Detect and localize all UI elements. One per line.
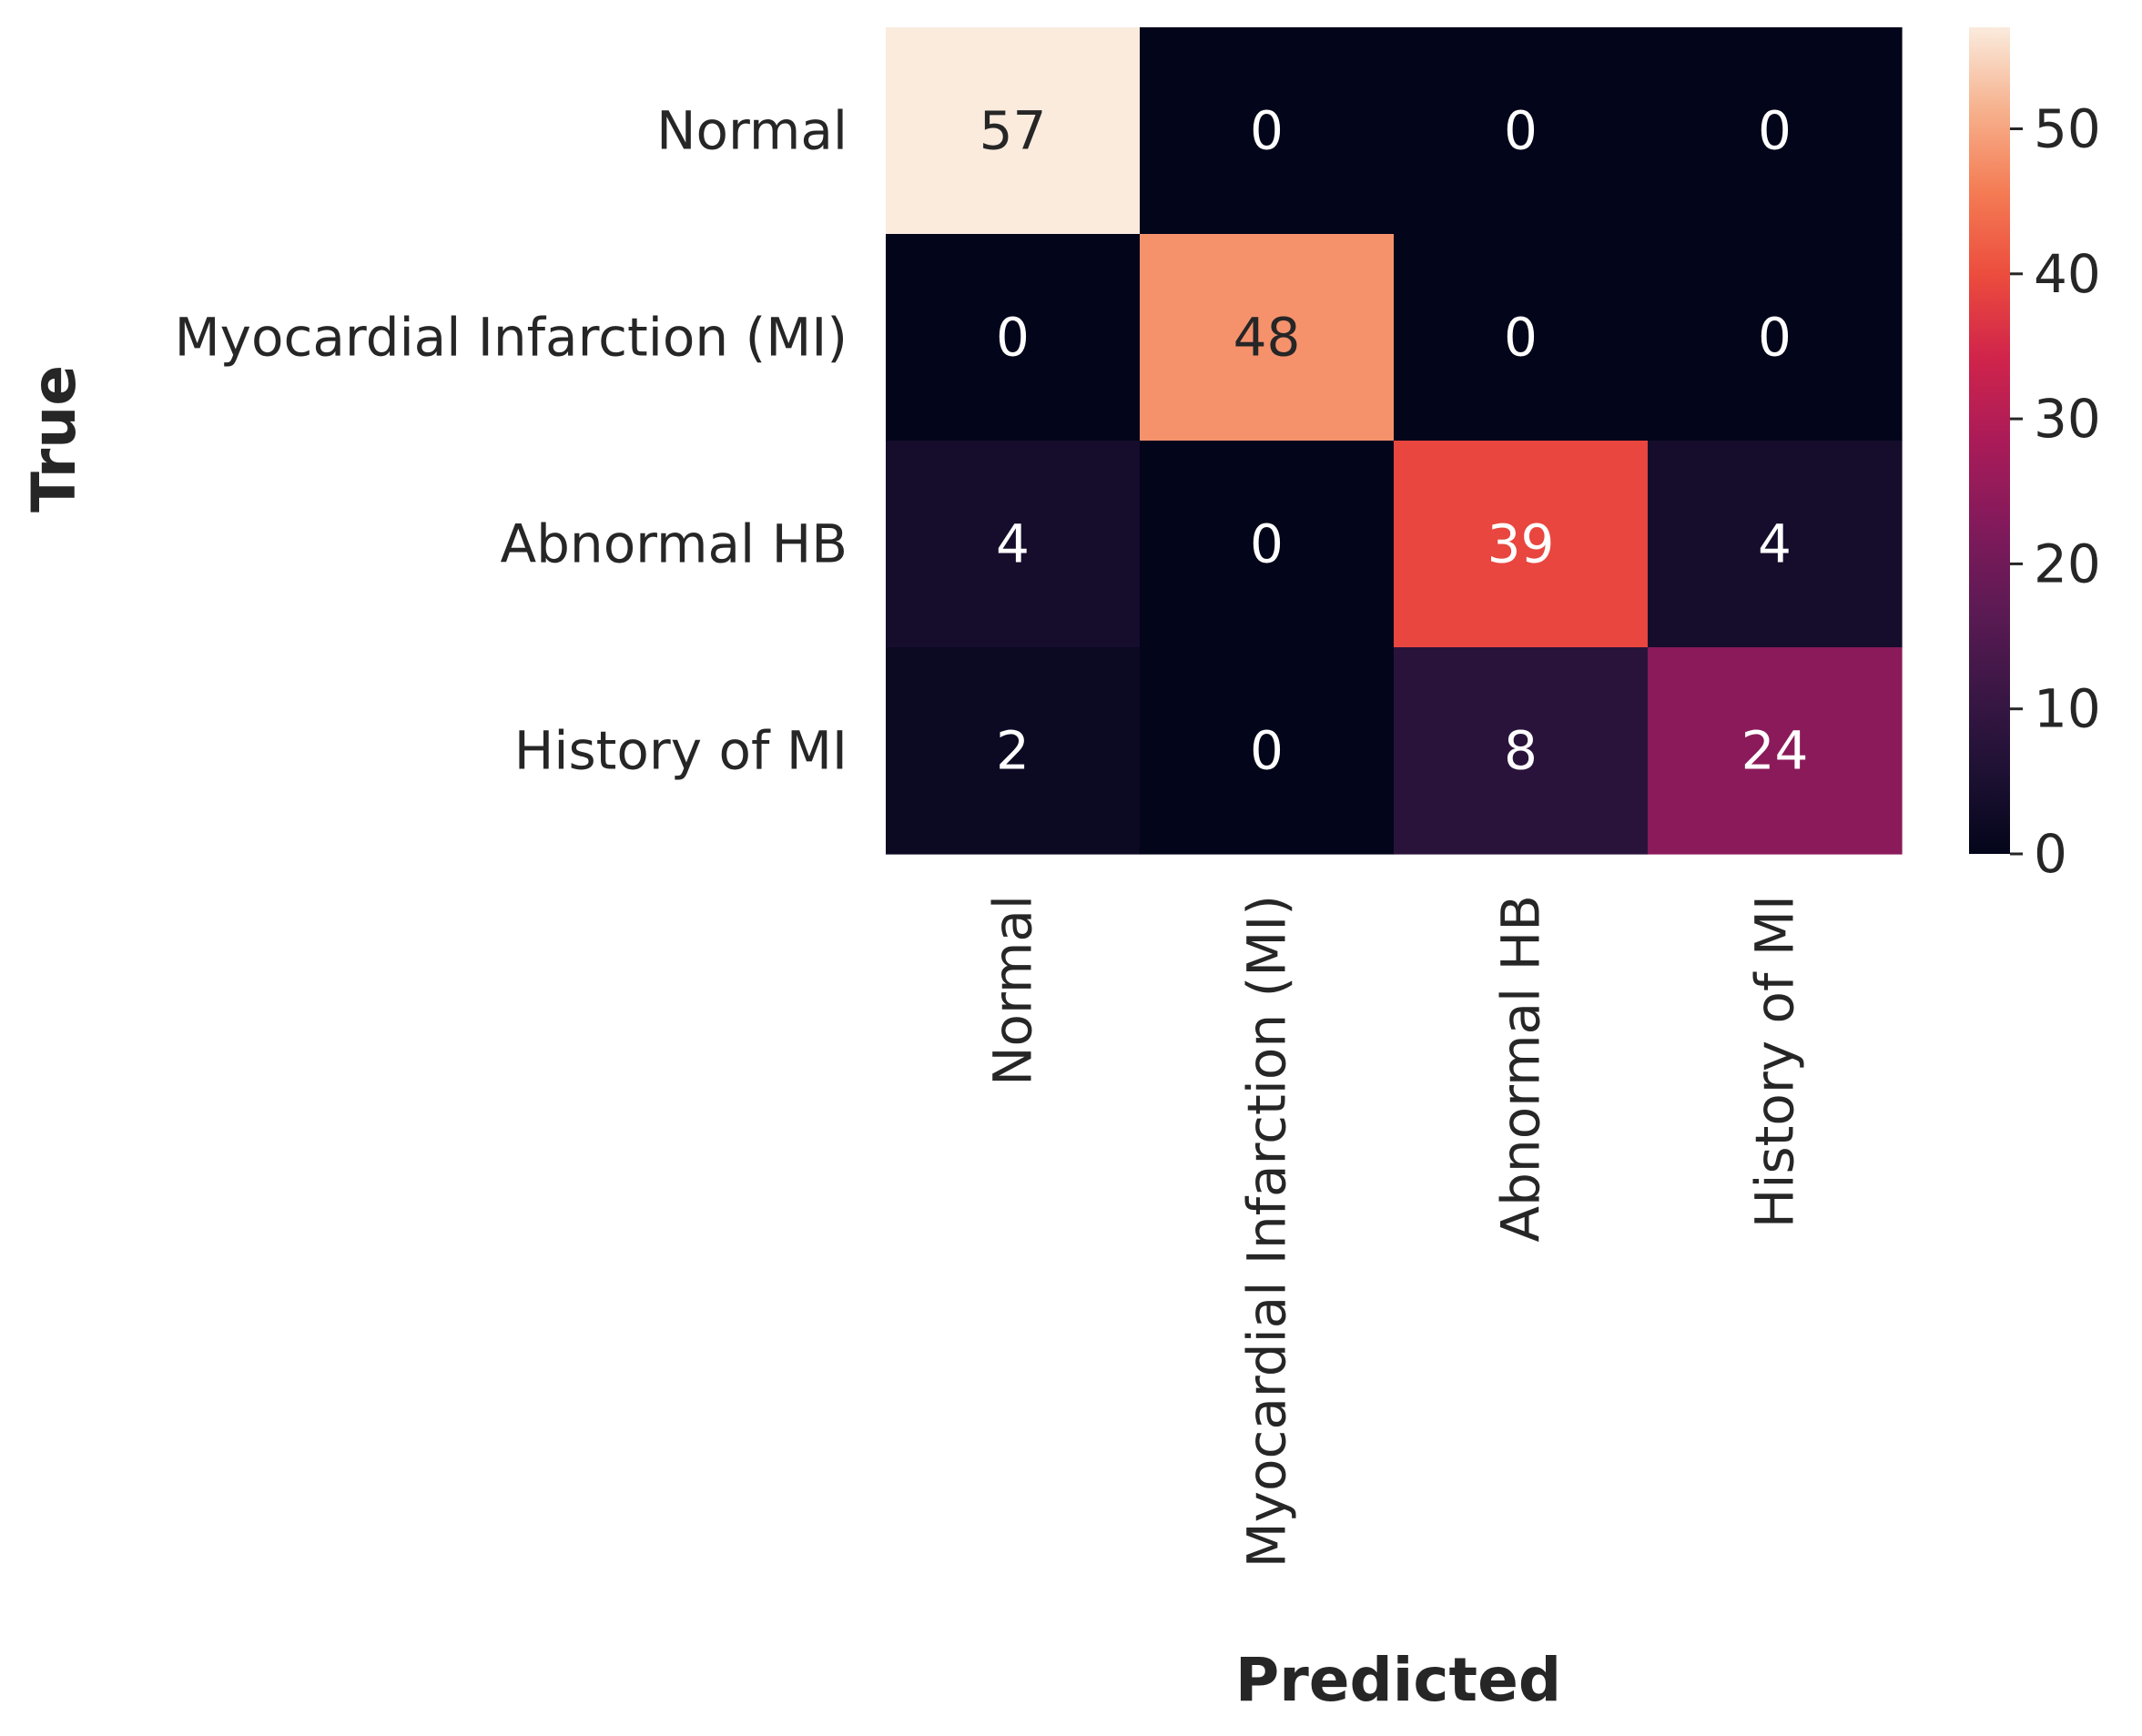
heatmap-cell-r2-c3 (1648, 441, 1903, 648)
cell-value-r2-c0: 4 (996, 513, 1030, 575)
y-tick-myocardial-infarction-mi: Myocardial Infarction (MI) (175, 307, 848, 369)
cell-value-r2-c2: 39 (1487, 513, 1555, 575)
colorbar-gradient (1969, 27, 2010, 854)
colorbar-tick-label-30: 30 (2034, 388, 2101, 450)
y-tick-history-of-mi: History of MI (514, 720, 848, 782)
cell-value-r1-c1: 48 (1233, 307, 1301, 369)
heatmap-cell-r0-c1 (1140, 27, 1395, 235)
heatmap-cell-r0-c0 (886, 27, 1141, 235)
heatmap-cell-r1-c3 (1648, 234, 1903, 442)
x-tick-myocardial-infarction-mi: Myocardial Infarction (MI) (1236, 895, 1298, 1568)
x-tick-normal: Normal (982, 895, 1044, 1086)
heatmap-cell-r2-c0 (886, 441, 1141, 648)
x-axis-label: Predicted (1235, 1645, 1561, 1715)
heatmap-cell-r0-c3 (1648, 27, 1903, 235)
heatmap-cell-r0-c2 (1394, 27, 1649, 235)
cell-value-r3-c0: 2 (996, 720, 1030, 782)
heatmap-cell-r1-c2 (1394, 234, 1649, 442)
cell-value-r1-c2: 0 (1504, 307, 1538, 369)
colorbar-tick-label-40: 40 (2034, 243, 2101, 305)
heatmap-cells (886, 27, 1903, 855)
cell-value-r0-c2: 0 (1504, 100, 1538, 162)
cell-value-r2-c1: 0 (1250, 513, 1284, 575)
heatmap-cell-r2-c1 (1140, 441, 1395, 648)
colorbar-ticks: 0 10 20 30 40 50 (2010, 98, 2101, 885)
y-axis-label: True (19, 365, 89, 513)
heatmap-cell-r1-c1 (1140, 234, 1395, 442)
cell-value-r3-c3: 24 (1741, 720, 1809, 782)
x-tick-abnormal-hb: Abnormal HB (1490, 895, 1552, 1243)
cell-value-r0-c1: 0 (1250, 100, 1284, 162)
cell-value-r1-c0: 0 (996, 307, 1030, 369)
colorbar-tick-label-20: 20 (2034, 533, 2101, 594)
cell-value-r3-c2: 8 (1504, 720, 1538, 782)
x-tick-history-of-mi: History of MI (1744, 895, 1806, 1228)
y-tick-abnormal-hb: Abnormal HB (500, 513, 848, 575)
cell-value-r3-c1: 0 (1250, 720, 1284, 782)
cell-value-r2-c3: 4 (1758, 513, 1792, 575)
colorbar-tick-label-50: 50 (2034, 98, 2101, 160)
heatmap-cell-r2-c2 (1394, 441, 1649, 648)
colorbar-tick-label-10: 10 (2034, 678, 2101, 740)
x-tick-labels: Normal Myocardial Infarction (MI) Abnormal… (982, 895, 1806, 1568)
heatmap-cell-r3-c0 (886, 647, 1141, 855)
cell-value-r1-c3: 0 (1758, 307, 1792, 369)
heatmap-cell-r3-c3 (1648, 647, 1903, 855)
heatmap-cell-r1-c0 (886, 234, 1141, 442)
cell-value-r0-c3: 0 (1758, 100, 1792, 162)
cell-value-r0-c0: 57 (980, 100, 1047, 162)
heatmap-cell-r3-c2 (1394, 647, 1649, 855)
y-tick-labels: Normal Myocardial Infarction (MI) Abnormal… (175, 100, 848, 782)
colorbar (1969, 27, 2010, 854)
colorbar-tick-label-0: 0 (2034, 823, 2067, 885)
cell-annotations: 57 0 0 0 0 48 0 0 4 0 39 4 2 0 8 24 (980, 100, 1809, 782)
y-tick-normal: Normal (656, 100, 848, 162)
heatmap-cell-r3-c1 (1140, 647, 1395, 855)
